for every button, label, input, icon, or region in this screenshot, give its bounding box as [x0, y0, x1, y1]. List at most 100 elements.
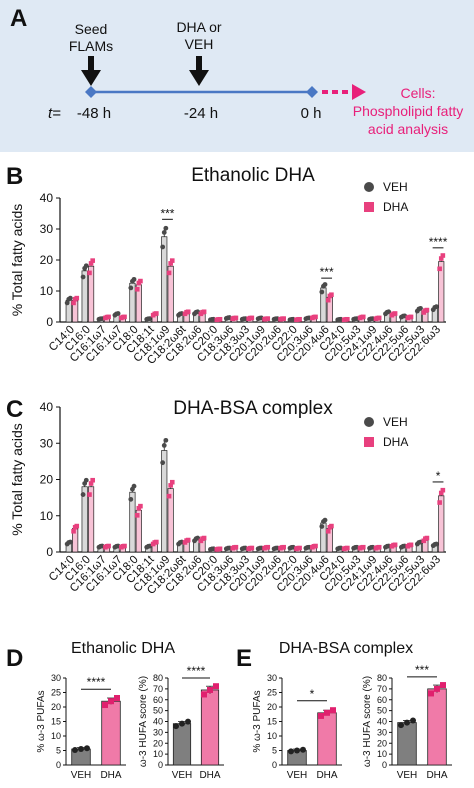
x-tick-label: DHA [100, 770, 121, 781]
point-dha [437, 500, 442, 505]
significance-label: * [310, 687, 315, 701]
point-veh [404, 719, 410, 726]
point-dha [313, 543, 318, 549]
outcome-line-1: Cells: [400, 85, 435, 101]
point-dha [392, 311, 398, 316]
y-tick-label: 30 [51, 673, 61, 683]
point-dha [201, 309, 207, 315]
point-dha [313, 314, 318, 320]
seed-label-2: FLAMs [69, 38, 113, 54]
y-tick-label: 0 [158, 760, 163, 770]
point-veh [294, 747, 300, 754]
point-veh [163, 225, 169, 231]
point-dha [74, 523, 80, 529]
t-label: t= [48, 105, 61, 122]
y-tick-label: 0 [382, 760, 387, 770]
point-dha [217, 316, 223, 322]
y-tick-label: 0 [56, 760, 61, 770]
point-dha [166, 270, 172, 276]
seed-label-1: Seed [75, 21, 108, 37]
point-dha [376, 544, 382, 550]
point-dha [408, 542, 414, 548]
point-dha [166, 493, 172, 499]
chart-d-pufa: Ethanolic DHA 0 5 10 15 20 25 30 % ω-3 PUFAs VEH D… [36, 640, 175, 781]
treatment-label-1: DHA or [176, 19, 221, 35]
point-veh [131, 483, 137, 489]
y-tick-label: 5 [272, 746, 277, 756]
point-dha [102, 702, 108, 709]
point-dha [88, 261, 94, 266]
y-tick-label: 15 [51, 717, 61, 727]
bar-veh [161, 450, 168, 553]
y-axis-label: ω-3 HUFA score (%) [138, 676, 149, 767]
significance-label: **** [429, 235, 448, 249]
point-dha [207, 686, 213, 693]
point-veh [115, 311, 121, 316]
y-tick-label: 60 [153, 695, 163, 705]
y-tick-label: 10 [40, 509, 54, 523]
outcome-line-3: acid analysis [368, 121, 448, 137]
point-dha [325, 528, 331, 534]
point-dha [297, 545, 302, 551]
bar-veh [161, 236, 168, 323]
point-veh [398, 722, 404, 729]
legend-veh-label: VEH [383, 180, 408, 194]
bar-dha [200, 689, 220, 766]
point-dha [169, 258, 175, 263]
legend-dha-marker [364, 202, 374, 212]
y-tick-label: 30 [40, 222, 54, 236]
point-veh [131, 276, 137, 282]
y-tick-label: 20 [377, 738, 387, 748]
point-dha [154, 311, 159, 316]
legend-veh-marker [364, 417, 374, 427]
point-dha [249, 315, 255, 321]
point-veh [67, 295, 73, 301]
point-veh [160, 460, 166, 466]
point-dha [108, 698, 114, 705]
y-tick-label: 10 [377, 749, 387, 759]
y-axis-label: ω-3 HUFA score (%) [362, 676, 373, 767]
point-veh [322, 517, 328, 523]
y-tick-label: 20 [40, 253, 54, 267]
seed-arrow-icon [81, 56, 101, 86]
panel-a: A Seed FLAMs DHA or VEH t= -48 h -24 h 0… [0, 0, 474, 152]
y-tick-label: 0 [46, 545, 53, 559]
y-tick-label: 30 [377, 727, 387, 737]
x-tick-label: DHA [316, 770, 337, 781]
legend-dha-label: DHA [383, 435, 408, 449]
point-veh [80, 492, 86, 497]
point-dha [438, 256, 444, 261]
y-tick-label: 70 [377, 684, 387, 694]
point-dha [438, 490, 444, 496]
point-dha [233, 544, 239, 550]
point-dha [360, 314, 366, 320]
panel-b-letter: B [6, 163, 23, 190]
y-tick-label: 5 [56, 746, 61, 756]
point-dha [329, 523, 334, 529]
point-dha [71, 300, 76, 306]
y-tick-label: 40 [40, 400, 54, 414]
point-veh [160, 244, 166, 250]
y-tick-label: 15 [267, 717, 277, 727]
point-veh [173, 723, 179, 730]
treatment-label-2: VEH [185, 36, 214, 52]
y-tick-label: 20 [267, 702, 277, 712]
point-dha [213, 683, 219, 690]
point-dha [424, 307, 430, 313]
point-veh [185, 718, 191, 725]
y-tick-label: 30 [153, 727, 163, 737]
point-dha [437, 266, 442, 272]
panel-a-letter: A [10, 5, 27, 32]
bar-veh [172, 723, 192, 766]
point-dha [138, 278, 143, 284]
point-dha [138, 503, 143, 509]
y-tick-label: 0 [46, 315, 53, 329]
point-dha [281, 316, 286, 321]
point-dha [360, 544, 366, 550]
y-tick-label: 80 [377, 673, 387, 683]
x-tick-label: VEH [71, 770, 92, 781]
y-tick-label: 25 [51, 688, 61, 698]
significance-label: *** [160, 206, 174, 220]
